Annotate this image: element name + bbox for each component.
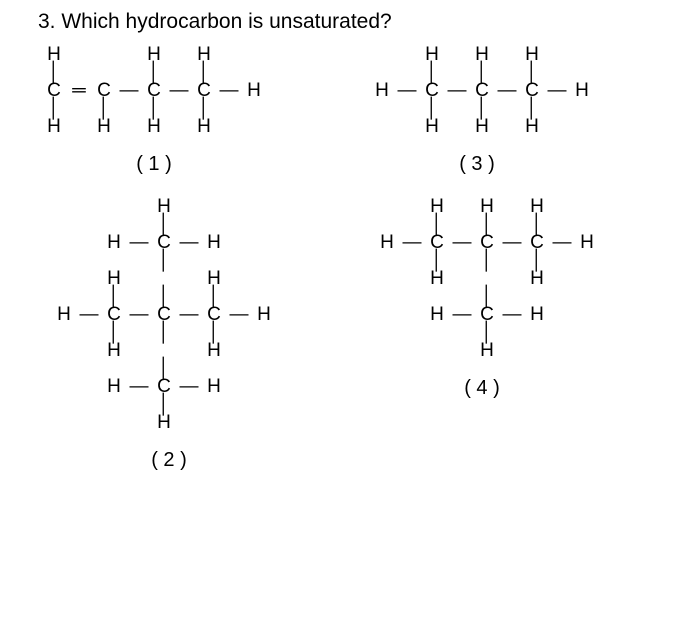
structure-1: H H H │ │ │ C — [43, 44, 265, 138]
option-2: H │ H — C — H │ — [20, 196, 318, 472]
option-3-label: ( 3 ) — [459, 153, 495, 176]
option-4-label: ( 4 ) — [464, 377, 500, 400]
question-text: 3. Which hydrocarbon is unsaturated? — [20, 10, 656, 34]
option-2-label: ( 2 ) — [151, 449, 187, 472]
option-1: H H H │ │ │ C — [20, 44, 318, 176]
option-1-label: ( 1 ) — [136, 153, 172, 176]
option-4: H H H │ │ │ H — C — C — [358, 196, 656, 472]
structure-2: H │ H — C — H │ — [53, 196, 275, 434]
structure-3: H H H │ │ │ H — C — [371, 44, 593, 138]
question-number: 3. — [38, 10, 56, 33]
option-3: H H H │ │ │ H — C — [358, 44, 656, 176]
structure-4: H H H │ │ │ H — C — C — [376, 196, 598, 362]
options-grid: H H H │ │ │ C — [20, 44, 656, 472]
question-body: Which hydrocarbon is unsaturated? — [61, 10, 391, 33]
